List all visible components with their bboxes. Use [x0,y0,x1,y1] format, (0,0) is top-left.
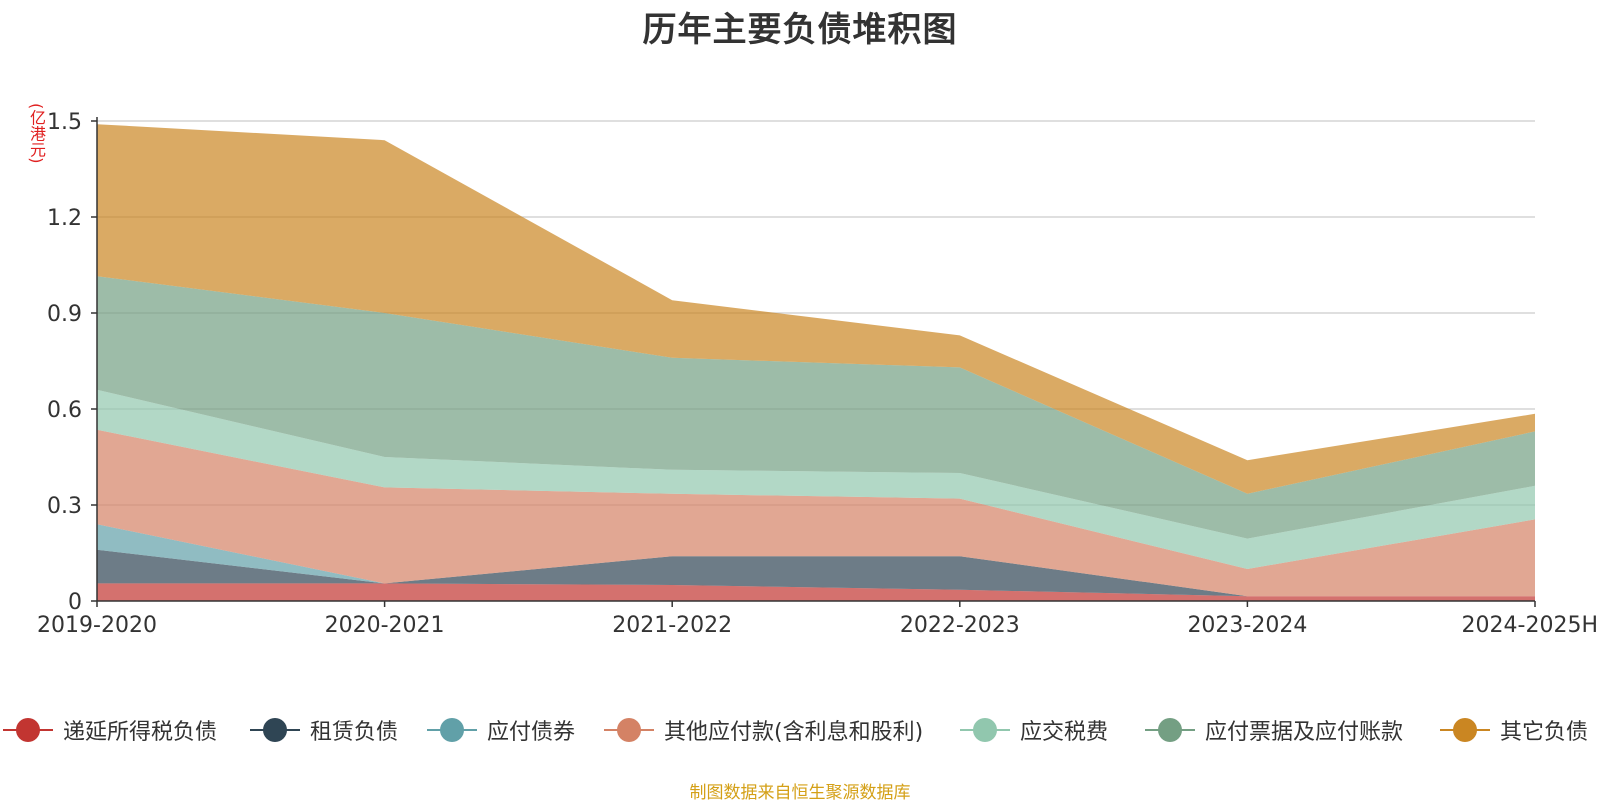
legend-label: 其它负债 [1500,720,1589,745]
legend-label: 应付票据及应付账款 [1205,720,1404,745]
area-series-3 [97,429,1535,597]
legend-marker-icon [250,717,300,743]
source-note: 制图数据来自恒生聚源数据库 [689,783,911,803]
legend-label: 其他应付款(含利息和股利) [664,720,924,745]
y-axis-unit-text: 亿港元 [27,109,46,158]
area-series-6 [97,124,1535,494]
y-axis-unit-label: (亿港元) [27,103,46,164]
legend-item-0[interactable]: 递延所得税负债 [3,710,217,750]
legend-marker-icon [960,717,1010,743]
area-series-5 [97,276,1535,539]
y-tick-label-1: 0.3 [47,494,82,519]
y-tick-label-3: 0.9 [47,302,82,327]
legend-label: 租赁负债 [310,720,399,745]
legend-item-6[interactable]: 其它负债 [1440,710,1588,750]
legend-item-5[interactable]: 应付票据及应付账款 [1145,710,1403,750]
x-tick-label-4: 2023-2024 [1187,613,1307,638]
y-tick-label-5: 1.5 [47,110,82,135]
legend-marker-icon [604,717,654,743]
legend-marker-icon [1145,717,1195,743]
area-series-0 [97,583,1535,601]
x-tick-label-3: 2022-2023 [900,613,1020,638]
legend: 递延所得税负债 租赁负债 应付债券 其他应付款(含利息和股利) 应交税费 应付票据及应付账… [0,710,1600,750]
legend-label: 应付债券 [487,720,576,745]
chart-title: 历年主要负债堆积图 [642,10,958,50]
legend-marker-icon [1440,717,1490,743]
legend-marker-icon [427,717,477,743]
y-tick-label-0: 0 [68,590,82,615]
legend-item-3[interactable]: 其他应付款(含利息和股利) [604,710,923,750]
area-series-1 [97,549,1535,597]
y-tick-label-2: 0.6 [47,398,82,423]
legend-marker-icon [3,717,53,743]
legend-label: 应交税费 [1020,720,1109,745]
area-series-4 [97,389,1535,569]
y-tick-label-4: 1.2 [47,206,82,231]
x-tick-label-5: 2024-2025H [1462,613,1598,638]
x-tick-label-0: 2019-2020 [37,613,157,638]
x-tick-label-2: 2021-2022 [612,613,732,638]
legend-item-1[interactable]: 租赁负债 [250,710,398,750]
legend-item-4[interactable]: 应交税费 [960,710,1108,750]
x-tick-label-1: 2020-2021 [325,613,445,638]
legend-item-2[interactable]: 应付债券 [427,710,575,750]
legend-label: 递延所得税负债 [63,720,218,745]
